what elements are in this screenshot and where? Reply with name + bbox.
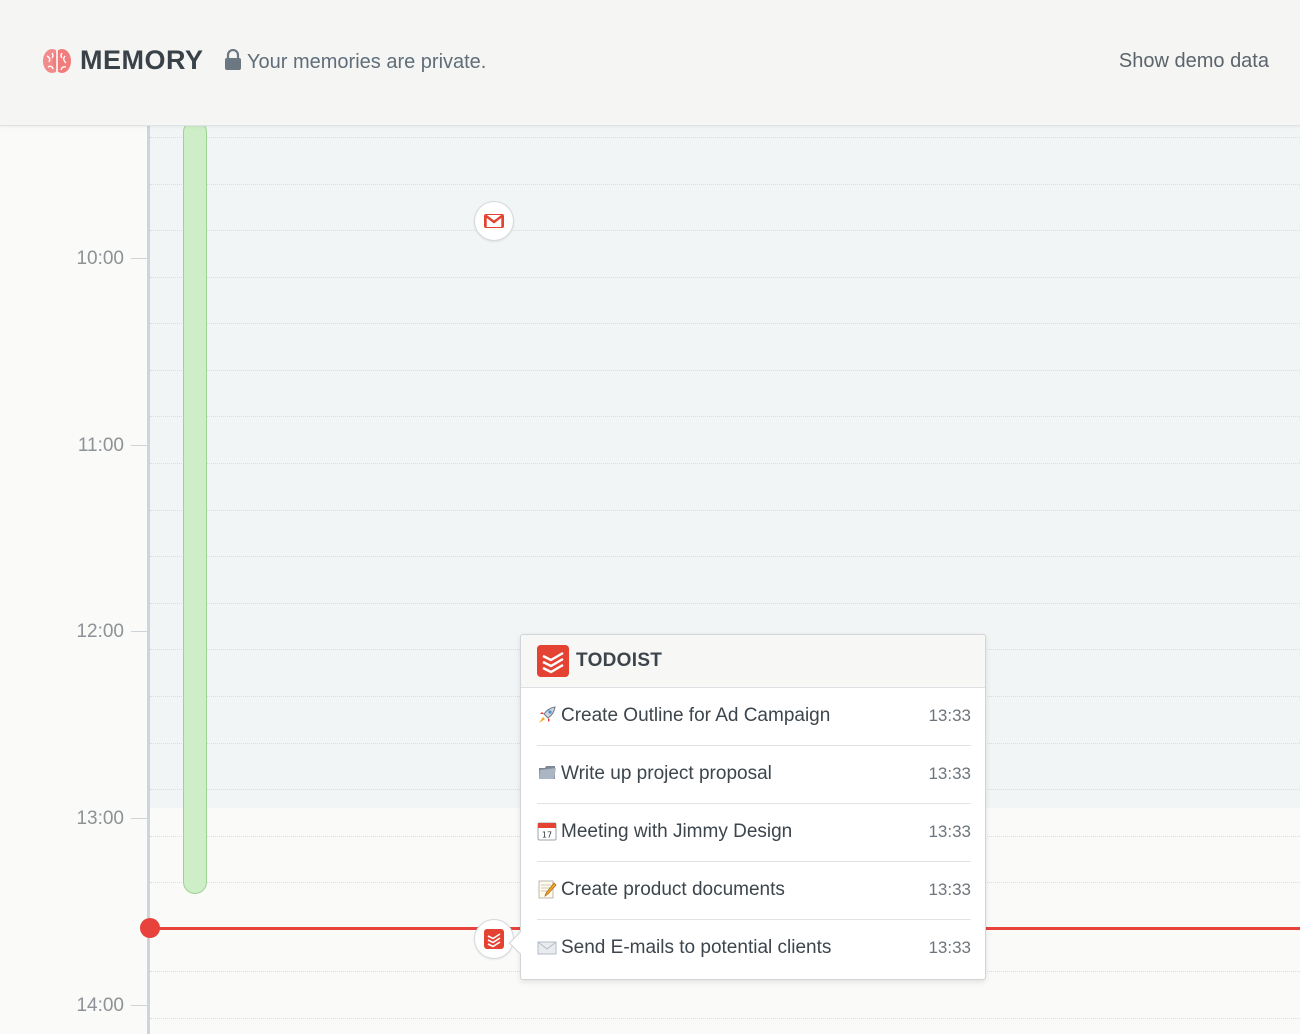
- gridline: [150, 137, 1300, 138]
- todoist-icon: [537, 645, 569, 677]
- task-label: Create product documents: [561, 879, 785, 900]
- todoist-popup: TODOIST Create Outline for Ad Campaign 1…: [508, 634, 986, 980]
- current-time-dot: [140, 918, 160, 938]
- hour-tick: [131, 1005, 147, 1006]
- rocket-icon: [539, 706, 556, 723]
- todoist-icon: [484, 929, 504, 949]
- app-header: MEMORY Your memories are private. Show d…: [0, 0, 1300, 126]
- gridline: [150, 510, 1300, 511]
- activity-bar[interactable]: [183, 120, 207, 894]
- gridline: [150, 277, 1300, 278]
- envelope-icon: [537, 941, 557, 955]
- popup-title: TODOIST: [576, 650, 663, 671]
- task-time: 13:33: [928, 880, 971, 899]
- gridline: [150, 1018, 1300, 1019]
- task-label: Send E-mails to potential clients: [561, 937, 832, 958]
- hour-label: 10:00: [76, 248, 124, 269]
- task-time: 13:33: [928, 764, 971, 783]
- time-axis: [147, 126, 150, 1034]
- gridline: [150, 416, 1300, 417]
- folder-icon: [539, 766, 556, 779]
- show-demo-data-button[interactable]: Show demo data: [1118, 50, 1269, 72]
- hour-label: 12:00: [76, 621, 124, 642]
- gridline: [150, 370, 1300, 371]
- popup-header: TODOIST: [521, 635, 985, 688]
- todoist-event[interactable]: [474, 919, 514, 959]
- gridline: [150, 230, 1300, 231]
- gridline: [150, 556, 1300, 557]
- task-row[interactable]: Create product documents 13:33: [537, 862, 971, 920]
- hour-label: 14:00: [76, 995, 124, 1016]
- task-time: 13:33: [928, 706, 971, 725]
- task-row[interactable]: Write up project proposal 13:33: [537, 746, 971, 804]
- task-time: 13:33: [928, 938, 971, 957]
- calendar-icon: 17: [537, 822, 557, 841]
- hour-label: 13:00: [76, 808, 124, 829]
- gridline: [150, 603, 1300, 604]
- task-row[interactable]: Send E-mails to potential clients 13:33: [537, 920, 971, 978]
- task-row[interactable]: 17 Meeting with Jimmy Design 13:33: [537, 804, 971, 862]
- hour-tick: [131, 631, 147, 632]
- memo-icon: [538, 880, 557, 899]
- hour-tick: [131, 818, 147, 819]
- privacy-notice: Your memories are private.: [247, 51, 487, 73]
- gridline: [150, 463, 1300, 464]
- hour-label: 11:00: [77, 435, 124, 456]
- app-title: MEMORY: [80, 45, 204, 75]
- gmail-event[interactable]: [474, 201, 514, 241]
- brain-icon: [43, 49, 71, 73]
- task-label: Write up project proposal: [561, 763, 772, 784]
- gmail-icon: [484, 214, 504, 228]
- lock-icon: [225, 49, 241, 70]
- hour-tick: [131, 258, 147, 259]
- gridline: [150, 323, 1300, 324]
- gridline: [150, 184, 1300, 185]
- timeline: 10:00 11:00 12:00 13:00 14:00: [0, 120, 1300, 1034]
- task-label: Create Outline for Ad Campaign: [561, 705, 831, 726]
- task-time: 13:33: [928, 822, 971, 841]
- task-label: Meeting with Jimmy Design: [561, 821, 793, 842]
- task-row[interactable]: Create Outline for Ad Campaign 13:33: [537, 688, 971, 746]
- hour-tick: [131, 445, 147, 446]
- svg-text:17: 17: [542, 831, 552, 840]
